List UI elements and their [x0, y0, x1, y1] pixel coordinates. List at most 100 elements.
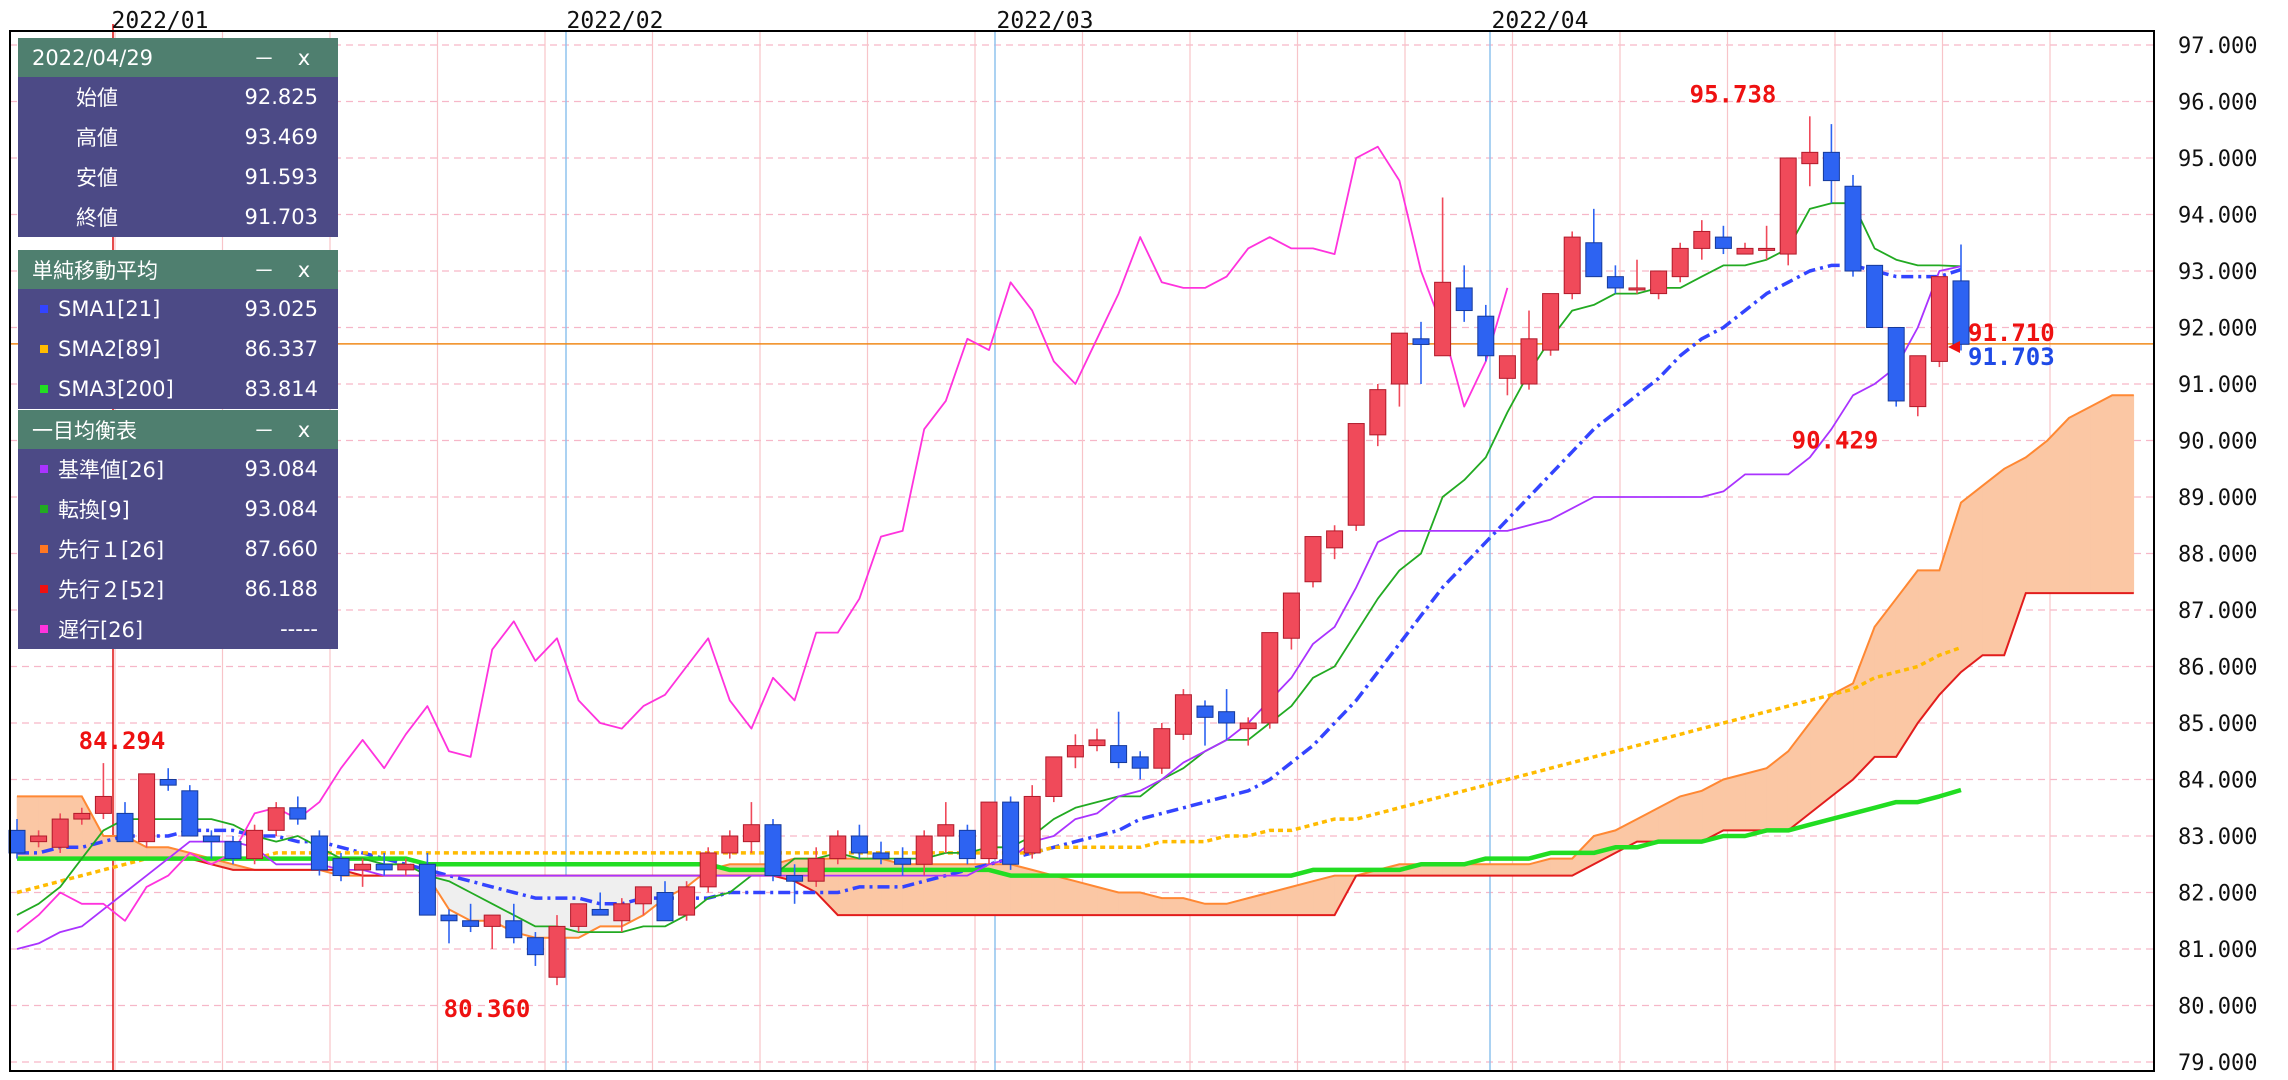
candle-body [440, 914, 458, 922]
candle-body [1326, 530, 1344, 549]
cloud-segment [1679, 790, 1703, 842]
candle-body [526, 937, 544, 956]
y-tick-label: 95.000 [2178, 147, 2257, 172]
sma-row: SMA1[21] 93.025 [18, 289, 338, 329]
legend-marker [40, 345, 48, 353]
ohlc-value: 93.469 [244, 125, 318, 149]
candle-body [138, 773, 156, 843]
ohlc-close-button[interactable]: x [297, 45, 311, 70]
candle-body [699, 852, 717, 888]
legend-marker [40, 545, 48, 553]
cloud-segment [1204, 903, 1227, 916]
candle-body [51, 818, 69, 848]
cloud-segment [1766, 750, 1789, 831]
candle-body [742, 824, 760, 843]
ohlc-label: 高値 [76, 126, 118, 150]
y-tick-label: 88.000 [2178, 543, 2257, 568]
candle-body [1628, 287, 1646, 291]
candle-body [980, 801, 998, 860]
ichimoku-label: 先行２[52] [58, 578, 165, 602]
sma-panel-header: 単純移動平均 － x [18, 250, 338, 289]
ichimoku-close-button[interactable]: x [297, 417, 311, 442]
candle-body [332, 858, 350, 877]
candle-body [1390, 332, 1408, 385]
x-tick-label: 2022/04 [1492, 8, 1589, 34]
candle-body [1261, 632, 1279, 724]
legend-marker [40, 465, 48, 473]
candle-body [872, 852, 890, 860]
candle-body [1002, 801, 1020, 865]
price-annotation: 80.360 [444, 995, 531, 1023]
candle-body [354, 863, 372, 871]
candle-body [1563, 236, 1581, 295]
ichimoku-minimize-button[interactable]: － [253, 418, 275, 443]
ohlc-row-high: 高値 93.469 [18, 117, 338, 157]
candle-body [1650, 270, 1668, 295]
candle-body [1671, 247, 1689, 278]
cloud-segment [1485, 863, 1508, 876]
cloud-segment [2090, 394, 2113, 594]
chart-labels: 97.000 96.000 95.000 94.000 93.000 92.000 91.0… [79, 8, 2258, 1076]
ohlc-minimize-button[interactable]: － [253, 46, 275, 71]
legend-marker [40, 625, 48, 633]
ohlc-row-close: 終値 91.703 [18, 197, 338, 237]
candle-body [1801, 151, 1819, 165]
legend-marker [40, 585, 48, 593]
ichimoku-value: 87.660 [244, 537, 318, 561]
y-tick-label: 96.000 [2178, 91, 2257, 116]
candle-body [1110, 745, 1128, 764]
y-tick-label: 81.000 [2178, 938, 2257, 963]
candle-body [1455, 287, 1473, 312]
candle-body [116, 812, 134, 843]
candle-body [1866, 264, 1884, 329]
ohlc-label: 始値 [76, 86, 118, 110]
candle-body [1023, 795, 1041, 854]
cloud-segment [1831, 682, 1854, 798]
candle-body [1196, 705, 1214, 718]
ohlc-row-low: 安値 91.593 [18, 157, 338, 197]
candle-body [1606, 276, 1624, 289]
price-label-last: 91.703 [1968, 343, 2055, 371]
ichimoku-panel-header: 一目均衡表 － x [18, 410, 338, 449]
candle-body [1779, 157, 1797, 255]
ichimoku-row: 転換[9] 93.084 [18, 489, 338, 529]
ichimoku-row: 先行２[52] 86.188 [18, 569, 338, 609]
candle-body [634, 886, 652, 905]
legend-marker [40, 505, 48, 513]
sma-minimize-button[interactable]: － [253, 258, 275, 283]
ichimoku-value: 86.188 [244, 577, 318, 601]
sma-label: SMA2[89] [58, 337, 161, 361]
cloud-segment [1312, 875, 1335, 916]
candle-body [1477, 315, 1495, 357]
candle-body [915, 835, 933, 865]
y-tick-label: 86.000 [2178, 656, 2257, 681]
y-tick-label: 97.000 [2178, 34, 2257, 59]
cloud-segment [1723, 773, 1746, 831]
price-annotation: 95.738 [1690, 80, 1777, 108]
candle-body [764, 824, 782, 877]
ichimoku-label: 遅行[26] [58, 618, 144, 642]
sma-panel: 単純移動平均 － x SMA1[21] 93.025 SMA2[89] 86.337… [18, 250, 338, 409]
y-tick-label: 83.000 [2178, 825, 2257, 850]
candle-body [1714, 236, 1732, 249]
candle-body [505, 920, 523, 939]
candle-body [721, 835, 739, 854]
ichimoku-row: 遅行[26] ----- [18, 609, 338, 649]
candle-body [397, 863, 415, 871]
ichimoku-label: 基準値[26] [58, 458, 165, 482]
y-tick-label: 80.000 [2178, 995, 2257, 1020]
ichimoku-row: 基準値[26] 93.084 [18, 449, 338, 489]
cloud-segment [1118, 892, 1141, 916]
cloud-segment [1982, 468, 2005, 656]
candle-body [375, 863, 393, 871]
cloud-segment [1550, 858, 1573, 876]
cloud-segment [1852, 626, 1875, 781]
candle-body [1736, 247, 1754, 255]
candle-body [1412, 338, 1430, 345]
ohlc-label: 終値 [76, 206, 118, 230]
cloud-segment [1053, 875, 1076, 916]
sma-close-button[interactable]: x [297, 257, 311, 282]
candle-body [1347, 423, 1365, 526]
candle-body [613, 903, 631, 922]
